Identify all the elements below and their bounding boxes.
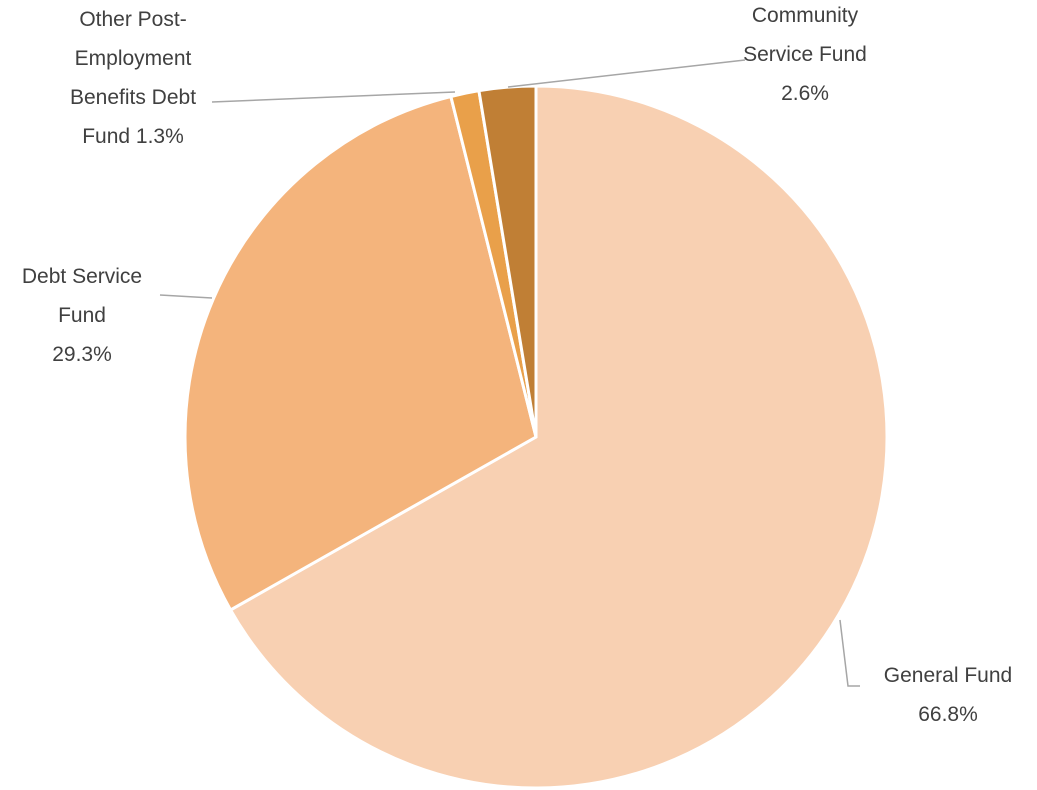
data-label: General Fund 66.8%	[868, 656, 1028, 734]
category-label: Debt Service Fund	[21, 265, 143, 327]
value-label: 66.8%	[918, 703, 978, 726]
data-label: Other Post-Employment Benefits Debt Fund…	[58, 0, 208, 156]
pie-slice	[183, 94, 538, 612]
leader-line	[507, 59, 746, 88]
leader-line	[839, 619, 860, 687]
value-label: 1.3%	[135, 125, 184, 148]
leader-line	[211, 91, 456, 103]
data-label: Debt Service Fund 29.3%	[12, 257, 152, 374]
data-label: Community Service Fund 2.6%	[725, 0, 885, 113]
pie-slice	[229, 84, 889, 790]
value-label: 2.6%	[781, 82, 829, 105]
category-label: Community Service Fund	[743, 4, 867, 66]
category-label: Other Post-Employment Benefits Debt Fund	[69, 8, 197, 148]
category-label: General Fund	[883, 664, 1013, 687]
value-label: 29.3%	[52, 343, 112, 366]
leader-line	[159, 294, 213, 299]
leader-lines	[159, 59, 860, 687]
pie-slice	[477, 84, 538, 439]
